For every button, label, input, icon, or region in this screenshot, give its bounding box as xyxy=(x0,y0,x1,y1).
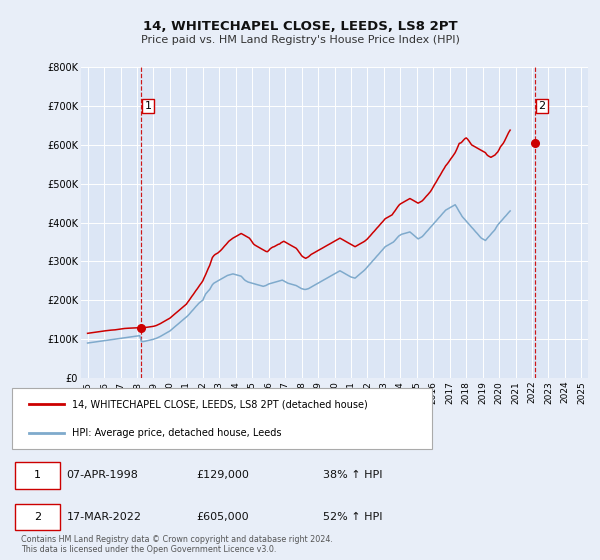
Text: 38% ↑ HPI: 38% ↑ HPI xyxy=(323,470,383,480)
Text: Contains HM Land Registry data © Crown copyright and database right 2024.
This d: Contains HM Land Registry data © Crown c… xyxy=(20,535,332,554)
Text: Price paid vs. HM Land Registry's House Price Index (HPI): Price paid vs. HM Land Registry's House … xyxy=(140,35,460,45)
Text: 1: 1 xyxy=(145,101,151,111)
Text: £129,000: £129,000 xyxy=(196,470,249,480)
Text: 2: 2 xyxy=(34,512,41,522)
Text: 07-APR-1998: 07-APR-1998 xyxy=(67,470,139,480)
Text: 14, WHITECHAPEL CLOSE, LEEDS, LS8 2PT (detached house): 14, WHITECHAPEL CLOSE, LEEDS, LS8 2PT (d… xyxy=(73,399,368,409)
Text: 2: 2 xyxy=(538,101,545,111)
Text: 14, WHITECHAPEL CLOSE, LEEDS, LS8 2PT: 14, WHITECHAPEL CLOSE, LEEDS, LS8 2PT xyxy=(143,20,457,32)
Text: 52% ↑ HPI: 52% ↑ HPI xyxy=(323,512,383,522)
Text: 1: 1 xyxy=(34,470,41,480)
Text: HPI: Average price, detached house, Leeds: HPI: Average price, detached house, Leed… xyxy=(73,428,282,438)
FancyBboxPatch shape xyxy=(15,462,60,489)
Text: 17-MAR-2022: 17-MAR-2022 xyxy=(67,512,142,522)
FancyBboxPatch shape xyxy=(12,388,433,449)
Text: £605,000: £605,000 xyxy=(196,512,249,522)
FancyBboxPatch shape xyxy=(15,503,60,530)
